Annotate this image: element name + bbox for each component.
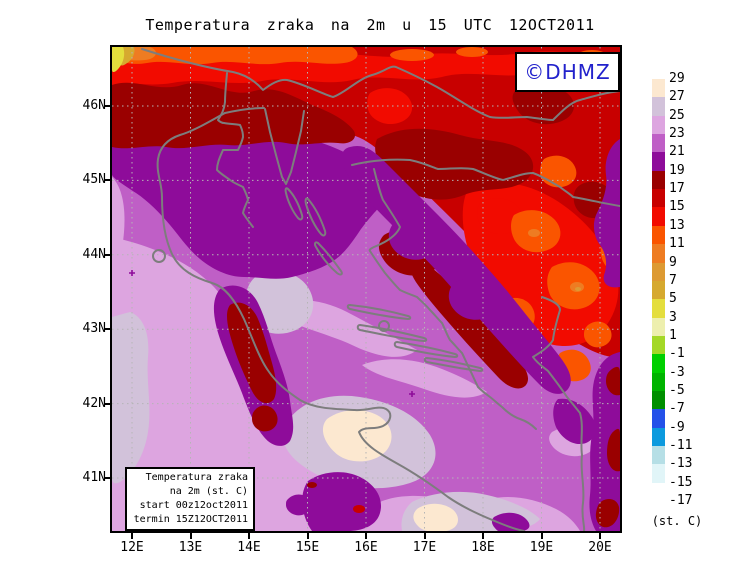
legend-value-label: -11 (669, 438, 693, 453)
map-canvas (112, 47, 620, 531)
lat-tick-label: 42N (82, 395, 106, 411)
legend-color-block (652, 427, 665, 447)
legend-value-label: -7 (669, 401, 685, 417)
lat-tick-label: 44N (82, 246, 106, 262)
legend-value-label: 29 (669, 71, 685, 86)
lon-tick-mark (540, 531, 543, 539)
legend-color-block (652, 299, 665, 318)
lon-tick-mark (482, 531, 484, 539)
lon-tick-label: 18E (471, 540, 495, 555)
lon-tick-label: 16E (354, 540, 378, 555)
lat-tick-label: 41N (82, 470, 106, 485)
legend-value-label: -3 (669, 364, 685, 380)
lat-tick-mark (104, 402, 112, 405)
legend-color-block (652, 280, 665, 300)
info-line: Temperatura zraka (145, 472, 248, 483)
lon-tick-label: 12E (120, 540, 144, 555)
legend-value-label: 3 (669, 309, 677, 325)
legend-value-label: 1 (669, 327, 677, 343)
dhmz-logo: ©DHMZ (515, 52, 620, 92)
legend-color-block (652, 134, 665, 153)
info-line: na 2m (st. C) (169, 486, 248, 497)
lon-tick-label: 14E (237, 540, 261, 555)
lon-tick-mark (599, 531, 601, 539)
lon-tick-label: 20E (588, 540, 612, 555)
legend-color-block (652, 446, 665, 465)
legend-value-label: 17 (669, 181, 685, 197)
map-frame (110, 45, 622, 533)
legend-color-block (652, 335, 665, 355)
lat-tick-mark (104, 477, 112, 479)
legend-value-label: 19 (669, 162, 685, 178)
legend-value-label: -13 (669, 456, 693, 472)
map-info-box: Temperatura zraka na 2m (st. C) start 00… (125, 467, 255, 531)
legend-unit-label: (st. C) (651, 514, 703, 528)
lat-tick-mark (104, 253, 112, 256)
legend-value-label: 11 (669, 236, 685, 252)
lon-tick-label: 15E (295, 540, 320, 555)
legend-color-block (652, 354, 665, 373)
info-line: termin 15Z12OCT2011 (133, 514, 248, 525)
legend-color-block (652, 152, 665, 171)
legend-color-block (652, 115, 665, 135)
coastlines (141, 48, 620, 531)
lon-tick-mark (423, 531, 426, 539)
legend-value-label: 23 (669, 126, 685, 142)
legend-value-label: -17 (669, 493, 693, 509)
lon-tick-label: 13E (178, 540, 203, 555)
legend-value-label: 15 (669, 199, 685, 215)
legend-color-block (652, 464, 665, 483)
page-title: Temperatura zraka na 2m u 15 UTC 12OCT20… (145, 16, 595, 34)
legend-value-label: -9 (669, 419, 685, 435)
lat-tick-label: 45N (82, 172, 106, 188)
legend-value-label: 5 (669, 291, 677, 307)
lon-tick-mark (248, 531, 250, 539)
legend-color-block (652, 372, 665, 391)
legend-color-block (652, 262, 665, 281)
legend-color-block (652, 97, 665, 116)
legend-color-block (652, 225, 665, 245)
legend-value-label: 25 (669, 107, 685, 123)
legend-value-label: 21 (669, 144, 685, 160)
lon-tick-label: 19E (529, 540, 554, 555)
lon-tick-mark (131, 531, 133, 539)
lat-tick-mark (104, 328, 112, 331)
legend-value-label: 9 (669, 254, 677, 270)
legend-value-label: -15 (669, 474, 693, 490)
lat-tick-mark (104, 105, 112, 107)
dhmz-logo-text: ©DHMZ (524, 60, 611, 84)
legend-value-label: 27 (669, 89, 685, 105)
legend-color-block (652, 244, 665, 263)
legend-color-block (652, 390, 665, 410)
legend-color-block (652, 482, 665, 502)
lon-tick-mark (365, 531, 367, 539)
legend-color-block (652, 317, 665, 336)
lon-tick-mark (306, 531, 309, 539)
lat-tick-mark (104, 179, 112, 182)
legend-value-label: 7 (669, 272, 677, 288)
contour-plus-marks (129, 194, 415, 397)
lon-tick-mark (189, 531, 192, 539)
lat-tick-label: 43N (82, 321, 106, 337)
legend-color-block (652, 409, 665, 428)
legend-value-label: -5 (669, 382, 685, 398)
legend-value-label: 13 (669, 217, 685, 233)
info-line: start 00z12oct2011 (139, 500, 248, 511)
lat-tick-label: 46N (82, 98, 106, 113)
legend-color-block (652, 170, 665, 190)
legend-color-block (652, 207, 665, 226)
legend-value-label: -1 (669, 346, 685, 362)
legend-color-block (652, 189, 665, 208)
lon-tick-label: 17E (412, 540, 437, 555)
legend-color-block (652, 79, 665, 98)
